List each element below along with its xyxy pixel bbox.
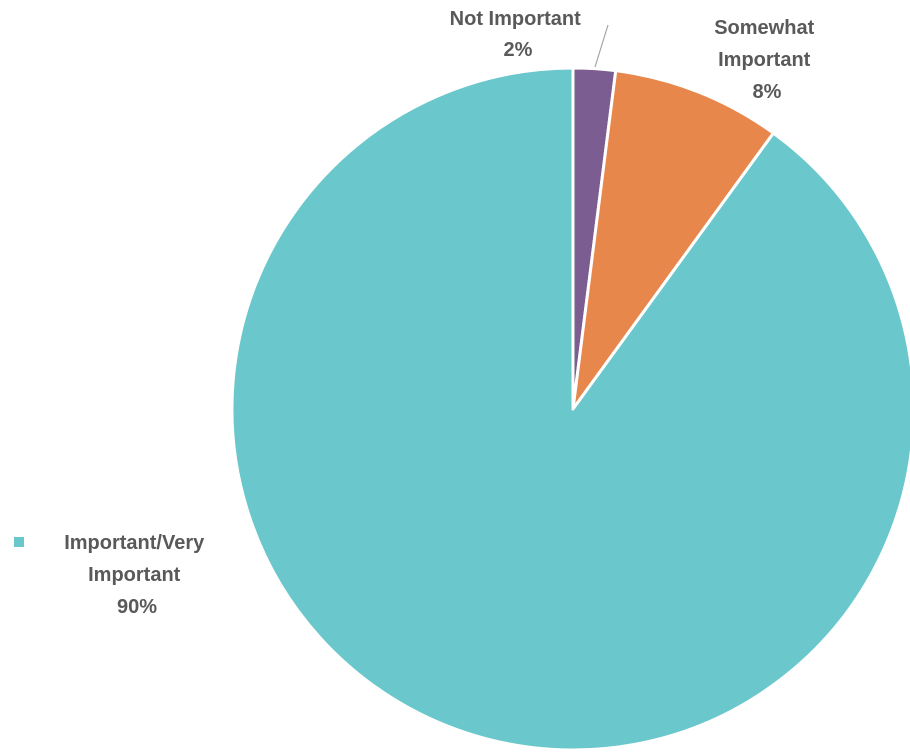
data-label-somewhat-important: Somewhat Important 8%: [714, 17, 820, 103]
leader-lines: [594, 24, 609, 68]
data-label-somewhat-important-name-2: Important: [718, 49, 811, 71]
data-label-not-important: Not Important 2%: [450, 8, 587, 61]
pie-slices: [230, 66, 910, 752]
data-label-somewhat-important-name-1: Somewhat: [714, 17, 814, 39]
slice-important-very-important: [230, 66, 910, 752]
data-label-not-important-value: 2%: [504, 39, 533, 61]
legend-marker-important-very-important: [14, 537, 24, 547]
slice-somewhat-important: [571, 69, 775, 411]
data-label-not-important-name: Not Important: [450, 8, 581, 30]
data-label-important-very-important-name-2: Important: [88, 564, 181, 586]
data-label-important-very-important-name-1: Important/Very: [64, 532, 205, 554]
data-label-important-very-important: Important/Very Important 90%: [64, 532, 210, 618]
data-label-somewhat-important-value: 8%: [753, 81, 782, 103]
leader-line-not-important: [594, 24, 609, 68]
data-label-important-very-important-value: 90%: [117, 596, 157, 618]
